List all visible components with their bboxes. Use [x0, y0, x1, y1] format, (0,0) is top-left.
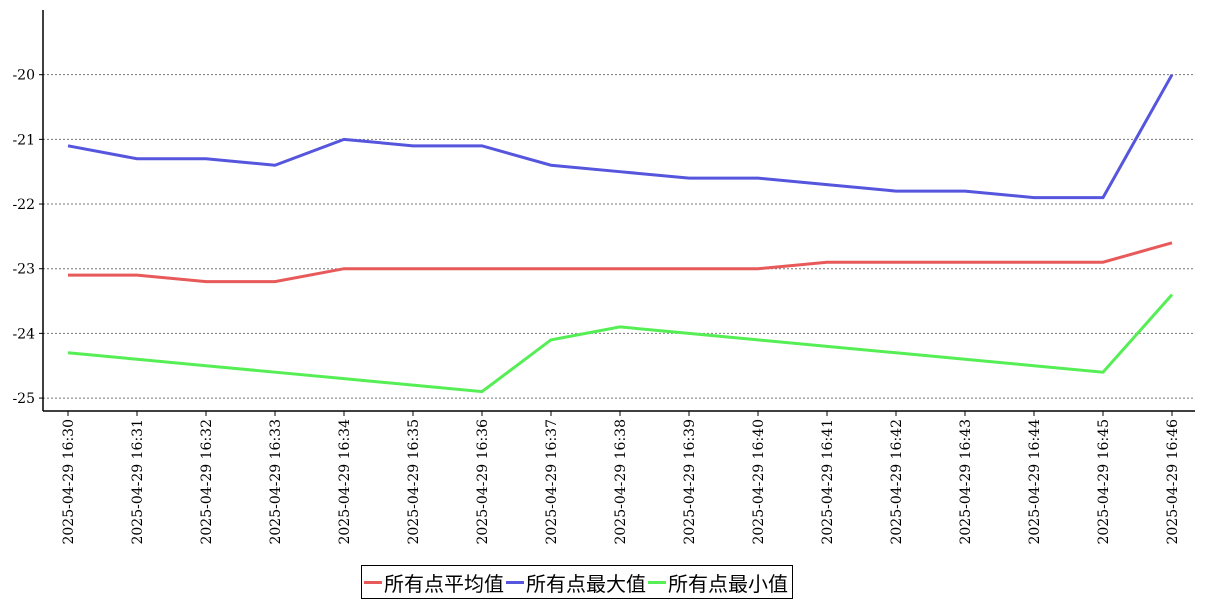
y-tick-label: -22 — [12, 197, 35, 213]
legend-item: 所有点最大值 — [506, 568, 646, 597]
series-line — [67, 73, 1174, 200]
x-tick-label: 2025-04-29 16:37 — [544, 419, 560, 545]
x-tick-label: 2025-04-29 16:36 — [475, 419, 491, 545]
legend-item: 所有点最小值 — [648, 568, 788, 597]
x-tick-label: 2025-04-29 16:33 — [268, 419, 284, 545]
x-tick-label: 2025-04-29 16:40 — [751, 419, 767, 545]
x-tick-label: 2025-04-29 16:44 — [1027, 419, 1043, 545]
x-tick-label: 2025-04-29 16:45 — [1096, 419, 1112, 545]
legend: 所有点平均值 所有点最大值 所有点最小值 — [361, 565, 793, 599]
x-tick-label: 2025-04-29 16:38 — [613, 419, 629, 545]
chart: -25 -24 -23 -22 -21 -20 2025-04-29 16:30 2025-0… — [12, 10, 1195, 545]
series-line — [68, 241, 1173, 284]
x-tick-label: 2025-04-29 16:31 — [130, 419, 146, 545]
y-tick-label: -20 — [12, 68, 35, 84]
legend-swatch — [364, 580, 382, 584]
x-tick-label: 2025-04-29 16:30 — [61, 419, 77, 545]
x-tick-label: 2025-04-29 16:42 — [889, 419, 905, 545]
legend-swatch — [506, 580, 524, 584]
x-tick-label: 2025-04-29 16:41 — [820, 419, 836, 545]
y-tick-label: -23 — [12, 262, 35, 278]
legend-swatch — [648, 580, 666, 584]
y-tick-label: -24 — [12, 326, 35, 342]
legend-label: 所有点平均值 — [384, 571, 504, 596]
x-tick-label: 2025-04-29 16:32 — [199, 419, 215, 545]
series-line — [67, 293, 1174, 394]
legend-label: 所有点最大值 — [526, 571, 646, 596]
x-tick-label: 2025-04-29 16:39 — [682, 419, 698, 545]
x-tick-label: 2025-04-29 16:46 — [1165, 419, 1181, 545]
legend-item: 所有点平均值 — [364, 568, 504, 597]
x-tick-label: 2025-04-29 16:43 — [958, 419, 974, 545]
x-tick-label: 2025-04-29 16:34 — [337, 419, 353, 545]
y-tick-label: -25 — [12, 391, 35, 407]
legend-label: 所有点最小值 — [668, 571, 788, 596]
x-tick-label: 2025-04-29 16:35 — [406, 419, 422, 545]
y-tick-label: -21 — [12, 132, 35, 148]
